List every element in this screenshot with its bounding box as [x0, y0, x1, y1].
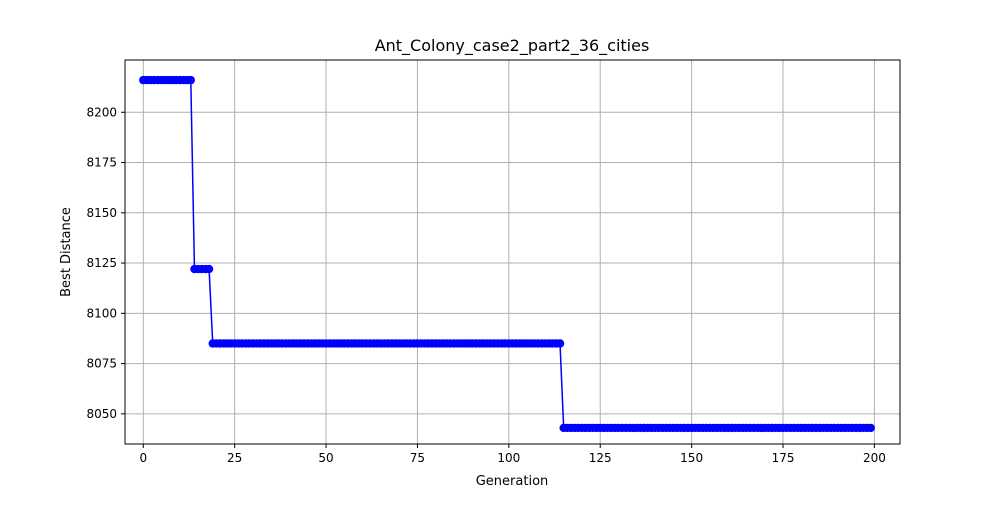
data-point [204, 264, 214, 274]
data-point [555, 339, 565, 348]
grid-lines [125, 60, 900, 444]
x-tick-label: 50 [318, 451, 333, 465]
plot-frame [124, 59, 901, 445]
x-tick-label: 0 [139, 451, 147, 465]
axis-ticks: 0 25 50 75 100 125 150 175 200 8050 8075 8100 8125 81… [86, 105, 885, 465]
x-tick-label: 75 [410, 451, 425, 465]
x-axis-label: Generation [476, 474, 549, 489]
x-tick-label: 175 [772, 451, 795, 465]
x-tick-label: 25 [227, 451, 242, 465]
y-tick-label: 8125 [86, 256, 117, 270]
y-tick-label: 8200 [86, 105, 117, 119]
data-markers [139, 75, 875, 433]
y-tick-label: 8100 [86, 306, 117, 320]
x-tick-label: 125 [589, 451, 612, 465]
y-axis-label: Best Distance [59, 207, 74, 297]
x-tick-label: 150 [680, 451, 703, 465]
y-tick-label: 8075 [86, 357, 117, 371]
chart-title: Ant_Colony_case2_part2_36_cities [375, 36, 650, 56]
y-tick-label: 8050 [86, 407, 117, 421]
y-tick-label: 8175 [86, 156, 117, 170]
x-tick-label: 100 [497, 451, 520, 465]
x-tick-label: 200 [863, 451, 886, 465]
y-tick-label: 8150 [86, 206, 117, 220]
data-point [186, 75, 195, 85]
data-point [866, 423, 875, 433]
